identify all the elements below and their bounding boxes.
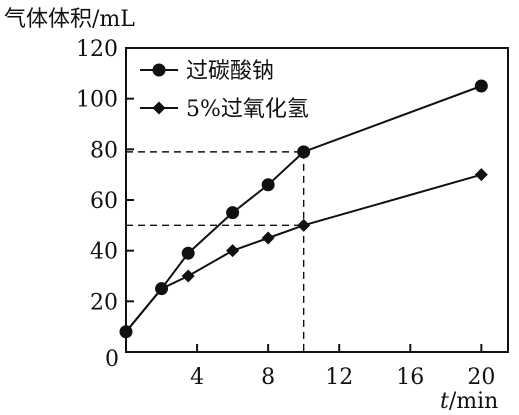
y-tick-label: 40 [90, 240, 118, 265]
data-point [155, 282, 169, 296]
legend: 过碳酸钠 5%过氧化氢 [140, 59, 309, 122]
series-line [125, 85, 482, 333]
data-point [474, 79, 488, 93]
data-point [261, 231, 275, 245]
data-point [297, 145, 311, 159]
y-tick-label: 20 [90, 290, 118, 315]
data-point [181, 269, 195, 283]
legend-label: 过碳酸钠 [186, 59, 274, 84]
data-point [119, 325, 133, 339]
y-tick-label: 60 [90, 189, 118, 214]
x-axis-unit: /min [449, 389, 498, 414]
y-tick-label: 80 [90, 138, 118, 163]
x-tick-label: 20 [467, 365, 495, 390]
data-point [261, 178, 275, 192]
data-point [181, 246, 195, 260]
reference-lines [126, 151, 305, 352]
x-tick-label: 8 [261, 365, 275, 390]
data-point [226, 244, 240, 258]
legend-marker [152, 101, 166, 115]
series-layer [119, 79, 488, 339]
x-tick-label: 12 [325, 365, 353, 390]
data-point [226, 206, 240, 220]
x-axis-title: t/min [440, 389, 498, 414]
legend-marker [152, 63, 166, 77]
legend-label: 5%过氧化氢 [186, 97, 309, 122]
y-tick-label: 120 [76, 37, 118, 62]
x-tick-label: 0 [105, 347, 119, 372]
y-tick-label: 100 [76, 88, 118, 113]
y-axis-title: 气体体积/mL [4, 7, 135, 32]
x-tick-label: 16 [396, 365, 424, 390]
x-axis-variable: t [440, 389, 449, 414]
x-tick-label: 4 [190, 365, 204, 390]
axes: 20 40 60 80 100 120 0 4 8 12 16 20 [76, 37, 509, 390]
plot-frame [125, 47, 509, 353]
data-point [297, 218, 311, 232]
series-2 [119, 168, 488, 339]
data-point [474, 168, 488, 182]
